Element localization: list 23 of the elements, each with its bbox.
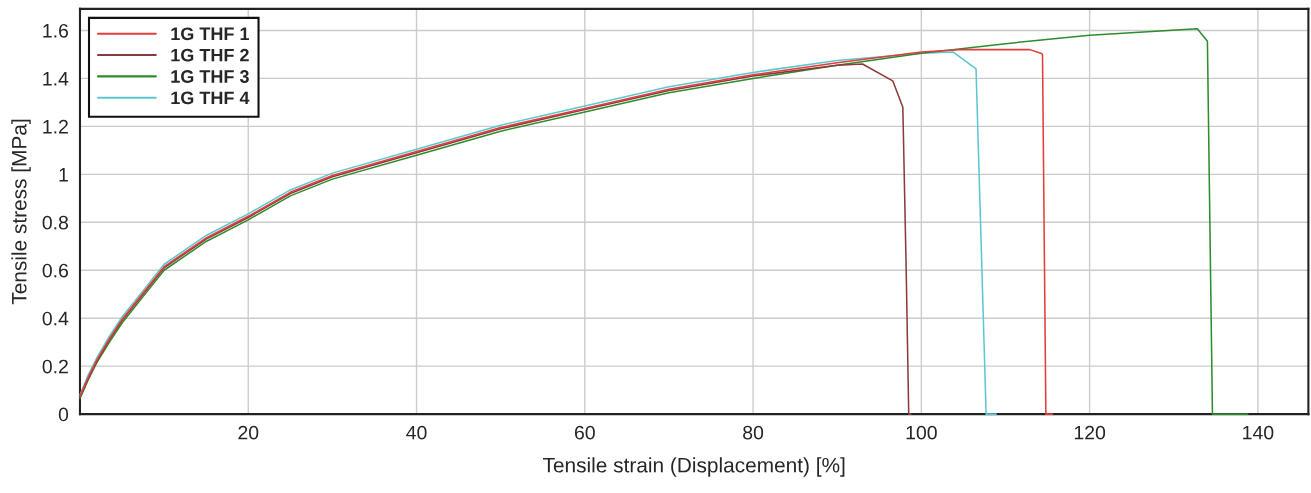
x-tick-label: 120	[1074, 425, 1106, 440]
legend-label: 1G THF 4	[171, 91, 250, 105]
x-tick-label: 60	[574, 425, 595, 440]
y-tick-label: 1.2	[43, 119, 68, 134]
y-tick-label: 0.2	[42, 359, 68, 374]
legend-label: 1G THF 2	[171, 48, 249, 62]
y-tick-label: 1	[59, 168, 68, 182]
legend-label: 1G THF 1	[171, 27, 249, 41]
x-tick-label: 80	[743, 425, 764, 440]
line-series	[79, 28, 1249, 415]
x-tick-label: 40	[406, 425, 427, 440]
y-axis-title: Tensile stress [MPa]	[11, 119, 31, 305]
x-axis-title: Tensile strain (Displacement) [%]	[542, 457, 845, 477]
y-tick-label: 1.4	[43, 72, 69, 86]
y-tick-label: 0.8	[42, 215, 69, 230]
y-tick-label: 0.4	[42, 311, 69, 326]
y-tick-label: 0.6	[42, 263, 69, 278]
y-tick-label: 1.6	[43, 23, 69, 38]
y-tick-label: 0	[58, 407, 69, 422]
legend-label: 1G THF 3	[171, 70, 249, 83]
x-tick-label: 20	[238, 425, 259, 440]
x-tick-label: 100	[906, 425, 937, 440]
x-tick-label: 140	[1243, 425, 1274, 440]
